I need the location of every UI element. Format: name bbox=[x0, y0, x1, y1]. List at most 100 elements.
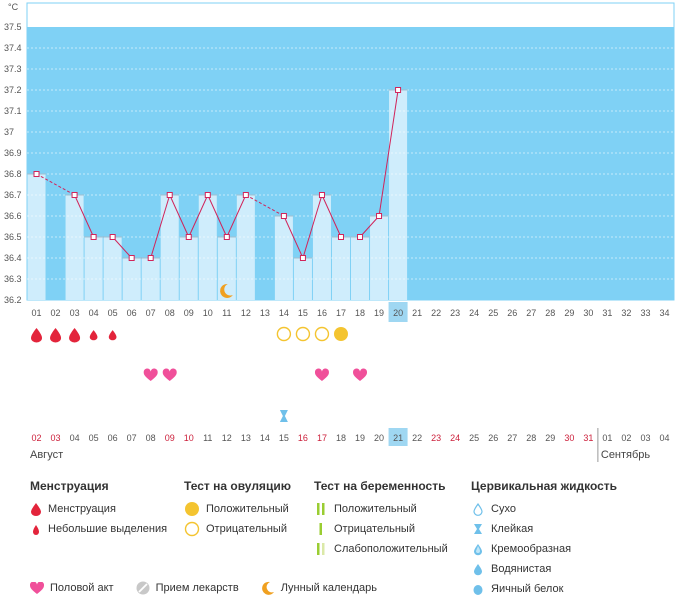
legend-item: Небольшие выделения bbox=[30, 519, 167, 539]
x-date-label: 15 bbox=[279, 433, 289, 443]
legend-item: Слабоположительный bbox=[314, 539, 448, 559]
ovulation-negative-icon bbox=[276, 326, 292, 342]
x-day-label: 20 bbox=[393, 308, 403, 318]
temperature-line bbox=[150, 194, 171, 259]
x-date-label: 04 bbox=[659, 433, 669, 443]
temperature-point bbox=[90, 234, 97, 240]
month-label-right: Сентябрь bbox=[601, 449, 651, 461]
legend-pregnancy: Тест на беременность Положительный Отриц… bbox=[314, 479, 448, 559]
legend-item: Кремообразная bbox=[471, 539, 617, 559]
legend-title: Менструация bbox=[30, 479, 109, 493]
legend-item: Менструация bbox=[30, 499, 167, 519]
x-date-label: 06 bbox=[108, 433, 118, 443]
temperature-line bbox=[112, 236, 133, 259]
legend-item: Отрицательный bbox=[184, 519, 291, 539]
x-day-label: 05 bbox=[108, 308, 118, 318]
legend-label: Сухо bbox=[491, 503, 516, 515]
y-tick-label: 37 bbox=[4, 127, 14, 137]
legend-ovulation: Тест на овуляцию Положительный Отрицател… bbox=[184, 479, 291, 539]
temperature-bar bbox=[236, 195, 255, 300]
ovulation-positive-icon bbox=[333, 327, 348, 341]
temperature-line bbox=[188, 194, 209, 238]
temperature-bar bbox=[179, 237, 198, 300]
temperature-line bbox=[321, 194, 342, 238]
blood-drop-icon bbox=[50, 328, 62, 343]
temperature-point bbox=[223, 234, 230, 240]
temperature-bar bbox=[103, 237, 122, 300]
temperature-bar bbox=[84, 237, 103, 300]
x-date-label: 23 bbox=[431, 433, 441, 443]
temperature-point bbox=[204, 192, 211, 198]
x-day-label: 19 bbox=[374, 308, 384, 318]
heart-icon bbox=[143, 368, 158, 381]
x-day-label: 08 bbox=[165, 308, 175, 318]
x-day-label: 27 bbox=[526, 308, 536, 318]
y-tick-label: 36.2 bbox=[4, 295, 22, 305]
temperature-point bbox=[71, 192, 78, 198]
legend-title: Цервикальная жидкость bbox=[471, 479, 618, 493]
x-day-label: 32 bbox=[621, 308, 631, 318]
x-date-label: 18 bbox=[336, 433, 346, 443]
x-date-label: 29 bbox=[545, 433, 555, 443]
temperature-line bbox=[226, 194, 247, 238]
legend-item: Яичный белок bbox=[471, 579, 617, 599]
current-date-highlight bbox=[388, 428, 408, 446]
x-date-label: 31 bbox=[583, 433, 593, 443]
x-day-label: 12 bbox=[241, 308, 251, 318]
temperature-bar bbox=[198, 195, 217, 300]
x-day-label: 24 bbox=[469, 308, 479, 318]
temperature-point bbox=[147, 255, 154, 261]
y-tick-label: 36.4 bbox=[4, 253, 22, 263]
y-tick-label: 36.3 bbox=[4, 274, 22, 284]
temperature-bar bbox=[65, 195, 84, 300]
temperature-point bbox=[357, 234, 364, 240]
heart-icon bbox=[30, 581, 44, 594]
ovulation-negative-icon bbox=[314, 326, 330, 342]
temperature-bar bbox=[351, 237, 370, 300]
legend-cervical: Цервикальная жидкость Сухо Клейкая Кремо… bbox=[471, 479, 617, 599]
y-tick-label: 36.8 bbox=[4, 169, 22, 179]
y-tick-label: 36.7 bbox=[4, 190, 22, 200]
x-day-label: 26 bbox=[507, 308, 517, 318]
sticky-icon bbox=[474, 524, 482, 534]
small-drop-icon bbox=[89, 330, 98, 341]
legend-label: Отрицательный bbox=[334, 523, 415, 535]
x-day-label: 29 bbox=[564, 308, 574, 318]
moon-icon bbox=[261, 581, 274, 595]
legend-label: Кремообразная bbox=[491, 543, 572, 555]
y-tick-label: 37.1 bbox=[4, 106, 22, 116]
x-date-label: 27 bbox=[507, 433, 517, 443]
x-date-label: 08 bbox=[146, 433, 156, 443]
temperature-bar bbox=[160, 195, 179, 300]
x-date-label: 22 bbox=[412, 433, 422, 443]
temperature-line bbox=[283, 215, 304, 259]
x-date-label: 19 bbox=[355, 433, 365, 443]
temperature-line bbox=[169, 194, 190, 238]
temperature-point bbox=[299, 255, 306, 261]
temperature-line bbox=[359, 215, 380, 238]
legend-bottom: Половой акт Прием лекарств Лунный календ… bbox=[30, 578, 377, 598]
x-day-label: 04 bbox=[89, 308, 99, 318]
watery-drop-icon bbox=[474, 564, 482, 576]
x-day-label: 02 bbox=[51, 308, 61, 318]
temperature-bar bbox=[141, 258, 160, 300]
empty-circle-icon bbox=[184, 521, 200, 537]
x-day-label: 21 bbox=[412, 308, 422, 318]
x-date-label: 11 bbox=[203, 433, 212, 443]
legend-title: Тест на овуляцию bbox=[184, 479, 291, 493]
faint-line-icon bbox=[317, 543, 325, 555]
double-line-icon bbox=[317, 503, 325, 515]
heart-icon bbox=[314, 368, 329, 381]
legend-item: Половой акт bbox=[30, 578, 114, 598]
x-date-label: 02 bbox=[621, 433, 631, 443]
x-day-label: 09 bbox=[184, 308, 194, 318]
x-day-label: 01 bbox=[32, 308, 42, 318]
x-date-label: 24 bbox=[450, 433, 460, 443]
temperature-point bbox=[395, 87, 402, 93]
legend-label: Лунный календарь bbox=[280, 582, 377, 594]
blood-drop-icon bbox=[31, 503, 41, 516]
legend-item: Положительный bbox=[184, 499, 291, 519]
temperature-bar bbox=[331, 237, 350, 300]
x-day-label: 06 bbox=[127, 308, 137, 318]
legend-label: Небольшие выделения bbox=[48, 523, 168, 535]
